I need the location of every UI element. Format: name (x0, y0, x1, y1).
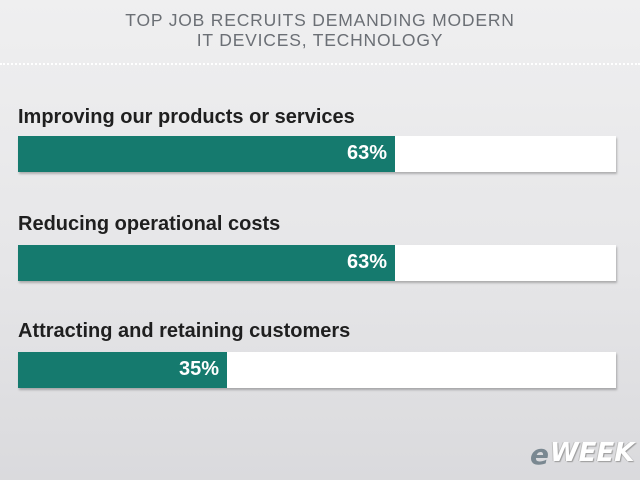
bar-value-label: 63% (346, 251, 387, 273)
bar-track: 63% (18, 136, 616, 172)
chart-title-line-2: IT DEVICES, TECHNOLOGY (196, 30, 444, 50)
bar: 63% (18, 245, 395, 281)
logo-week-text: WEEK (550, 438, 635, 468)
category-label: Attracting and retaining customers (18, 320, 351, 342)
bar-track: 63% (18, 245, 616, 281)
bar-value-label: 35% (178, 358, 219, 380)
bar-track: 35% (18, 352, 616, 388)
bar: 35% (18, 352, 227, 388)
category-label: Reducing operational costs (18, 213, 281, 235)
chart-title: TOP JOB RECRUITS DEMANDING MODERN IT DEV… (0, 10, 640, 50)
eweek-logo: e WEEK (530, 438, 634, 471)
logo-e-letter: e (530, 438, 549, 471)
title-divider (0, 63, 640, 65)
chart-title-line-1: TOP JOB RECRUITS DEMANDING MODERN (125, 10, 515, 30)
bar: 63% (18, 136, 395, 172)
category-label: Improving our products or services (18, 106, 355, 128)
bar-value-label: 63% (346, 142, 387, 164)
